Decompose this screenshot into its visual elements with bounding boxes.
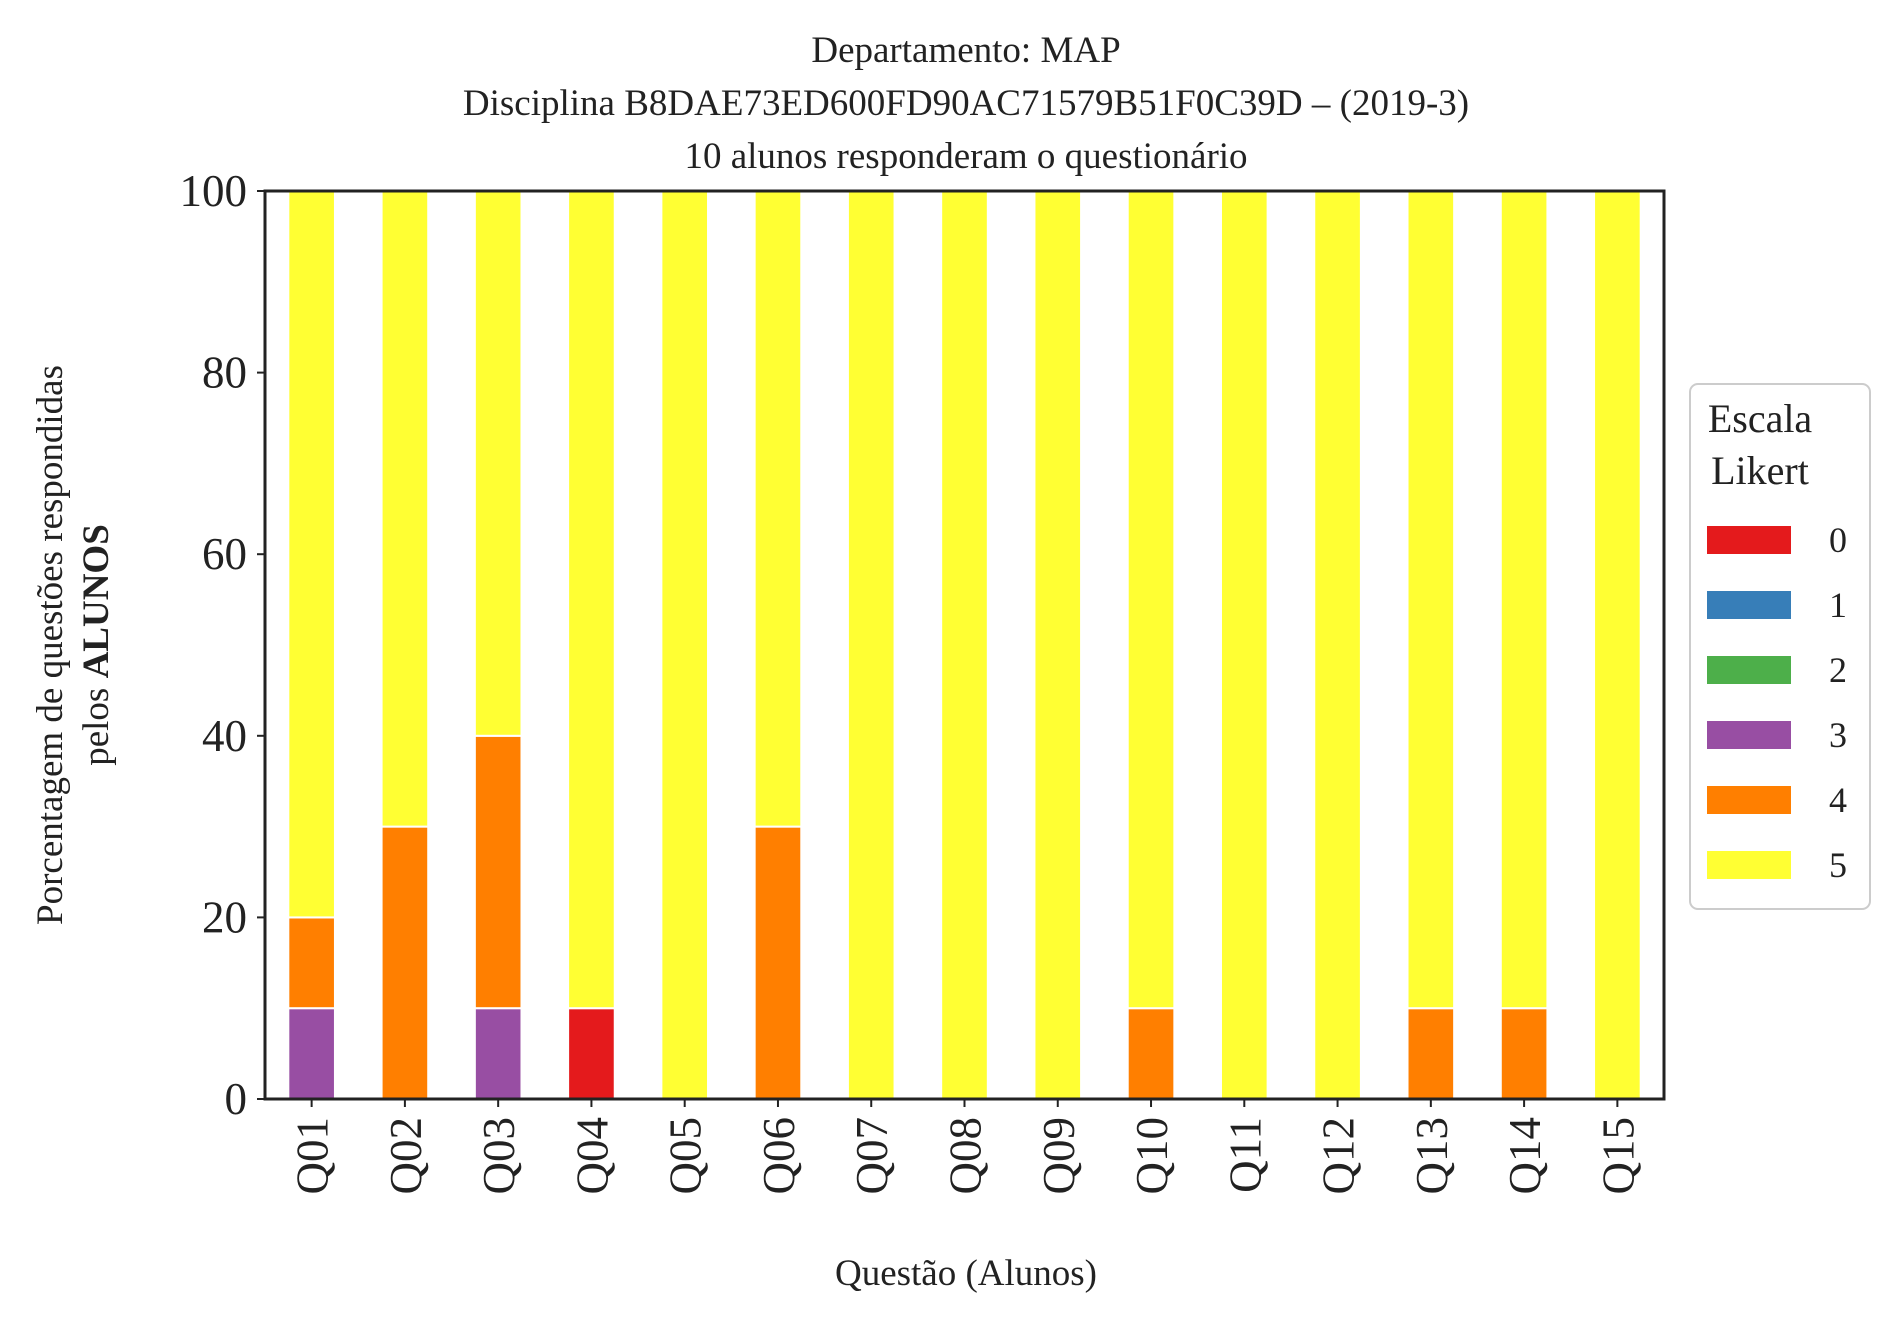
y-tick-label: 80 — [202, 348, 247, 398]
y-axis-label-line-1: Porcentagem de questões respondidas — [30, 365, 71, 925]
x-tick-label-Q14: Q14 — [1500, 1117, 1550, 1195]
plot-frame — [263, 189, 1666, 1101]
bar-Q14-level-4 — [1499, 1007, 1549, 1101]
y-tick-label: 0 — [225, 1074, 248, 1124]
bar-Q10-level-5 — [1126, 190, 1176, 1010]
y-axis-label-bold: ALUNOS — [76, 524, 117, 678]
bar-Q06-level-5 — [753, 190, 803, 828]
y-axis-label: Porcentagem de questões respondidas pelo… — [30, 365, 117, 925]
y-tick-label: 60 — [202, 529, 247, 579]
x-tick-label-Q12: Q12 — [1314, 1117, 1364, 1195]
legend-swatch-1 — [1707, 591, 1791, 619]
legend-swatch-5 — [1707, 851, 1791, 879]
legend-swatch-2 — [1707, 656, 1791, 684]
bar-Q01-level-4 — [287, 916, 336, 1010]
chart-title: Departamento: MAP Disciplina B8DAE73ED60… — [463, 30, 1469, 177]
x-axis-ticks: Q01 Q02 Q03 Q04 Q05 Q06 Q07 Q08 Q09 Q10 Q11 Q12 Q13 Q… — [288, 1099, 1643, 1195]
y-tick-label: 40 — [202, 711, 247, 761]
bar-Q04-level-0 — [567, 1007, 616, 1101]
legend-label-4: 4 — [1829, 780, 1847, 820]
legend: Escala Likert 0 1 2 3 4 5 — [1689, 383, 1871, 910]
y-axis-label-line-2: pelos ALUNOS — [76, 524, 117, 766]
legend-swatch-0 — [1707, 526, 1791, 554]
legend-frame — [1689, 383, 1871, 910]
x-tick-label-Q04: Q04 — [567, 1117, 617, 1195]
x-axis-label: Questão (Alunos) — [835, 1253, 1097, 1294]
x-tick-label-Q06: Q06 — [754, 1117, 804, 1195]
x-tick-label-Q01: Q01 — [288, 1117, 338, 1195]
bar-Q02-level-4 — [380, 825, 430, 1100]
title-line-1: Departamento: MAP — [811, 30, 1120, 71]
bar-Q02-level-5 — [380, 190, 430, 828]
x-tick-label-Q08: Q08 — [941, 1117, 991, 1195]
legend-label-3: 3 — [1829, 715, 1847, 755]
x-tick-label-Q13: Q13 — [1407, 1117, 1457, 1195]
x-tick-label-Q02: Q02 — [381, 1117, 431, 1195]
legend-title-line-1: Escala — [1708, 396, 1813, 441]
bar-Q03-level-5 — [473, 190, 523, 737]
bar-Q01-level-3 — [287, 1007, 336, 1101]
bar-Q13-level-4 — [1406, 1007, 1456, 1101]
title-line-3: 10 alunos responderam o questionário — [684, 136, 1247, 177]
bar-Q09-level-5 — [1033, 190, 1083, 1100]
title-line-2: Disciplina B8DAE73ED600FD90AC71579B51F0C… — [463, 83, 1469, 124]
y-axis-label-prefix: pelos — [76, 678, 117, 765]
legend-label-1: 1 — [1829, 585, 1847, 625]
x-tick-label-Q10: Q10 — [1127, 1117, 1177, 1195]
legend-label-2: 2 — [1829, 650, 1847, 690]
bar-Q13-level-5 — [1406, 190, 1456, 1010]
bar-Q03-level-3 — [473, 1007, 523, 1101]
bar-Q01-level-5 — [287, 190, 336, 919]
y-axis-ticks: 0 20 40 60 80 100 — [180, 166, 265, 1124]
bar-Q03-level-4 — [473, 734, 523, 1010]
legend-items: 0 1 2 3 4 5 — [1707, 520, 1847, 885]
bar-Q11-level-5 — [1219, 190, 1269, 1100]
legend-swatch-4 — [1707, 786, 1791, 814]
legend-swatch-3 — [1707, 721, 1791, 749]
x-tick-label-Q07: Q07 — [847, 1117, 897, 1195]
bar-Q05-level-5 — [660, 190, 710, 1100]
x-tick-label-Q03: Q03 — [474, 1117, 524, 1195]
bar-Q07-level-5 — [846, 190, 896, 1100]
bar-Q04-level-5 — [567, 190, 616, 1010]
bar-Q15-level-5 — [1593, 190, 1642, 1100]
bar-Q06-level-4 — [753, 825, 803, 1100]
bar-Q08-level-5 — [940, 190, 989, 1100]
bar-Q12-level-5 — [1313, 190, 1362, 1100]
legend-label-5: 5 — [1829, 845, 1847, 885]
bar-series — [287, 190, 1642, 1101]
x-tick-label-Q11: Q11 — [1220, 1117, 1270, 1193]
y-tick-label: 100 — [180, 166, 248, 216]
x-tick-label-Q05: Q05 — [661, 1117, 711, 1195]
bar-Q14-level-5 — [1499, 190, 1549, 1010]
legend-title-line-2: Likert — [1711, 448, 1809, 493]
bar-Q10-level-4 — [1126, 1007, 1176, 1101]
legend-label-0: 0 — [1829, 520, 1847, 560]
x-tick-label-Q09: Q09 — [1034, 1117, 1084, 1195]
y-tick-label: 20 — [202, 892, 247, 942]
x-tick-label-Q15: Q15 — [1593, 1117, 1643, 1195]
